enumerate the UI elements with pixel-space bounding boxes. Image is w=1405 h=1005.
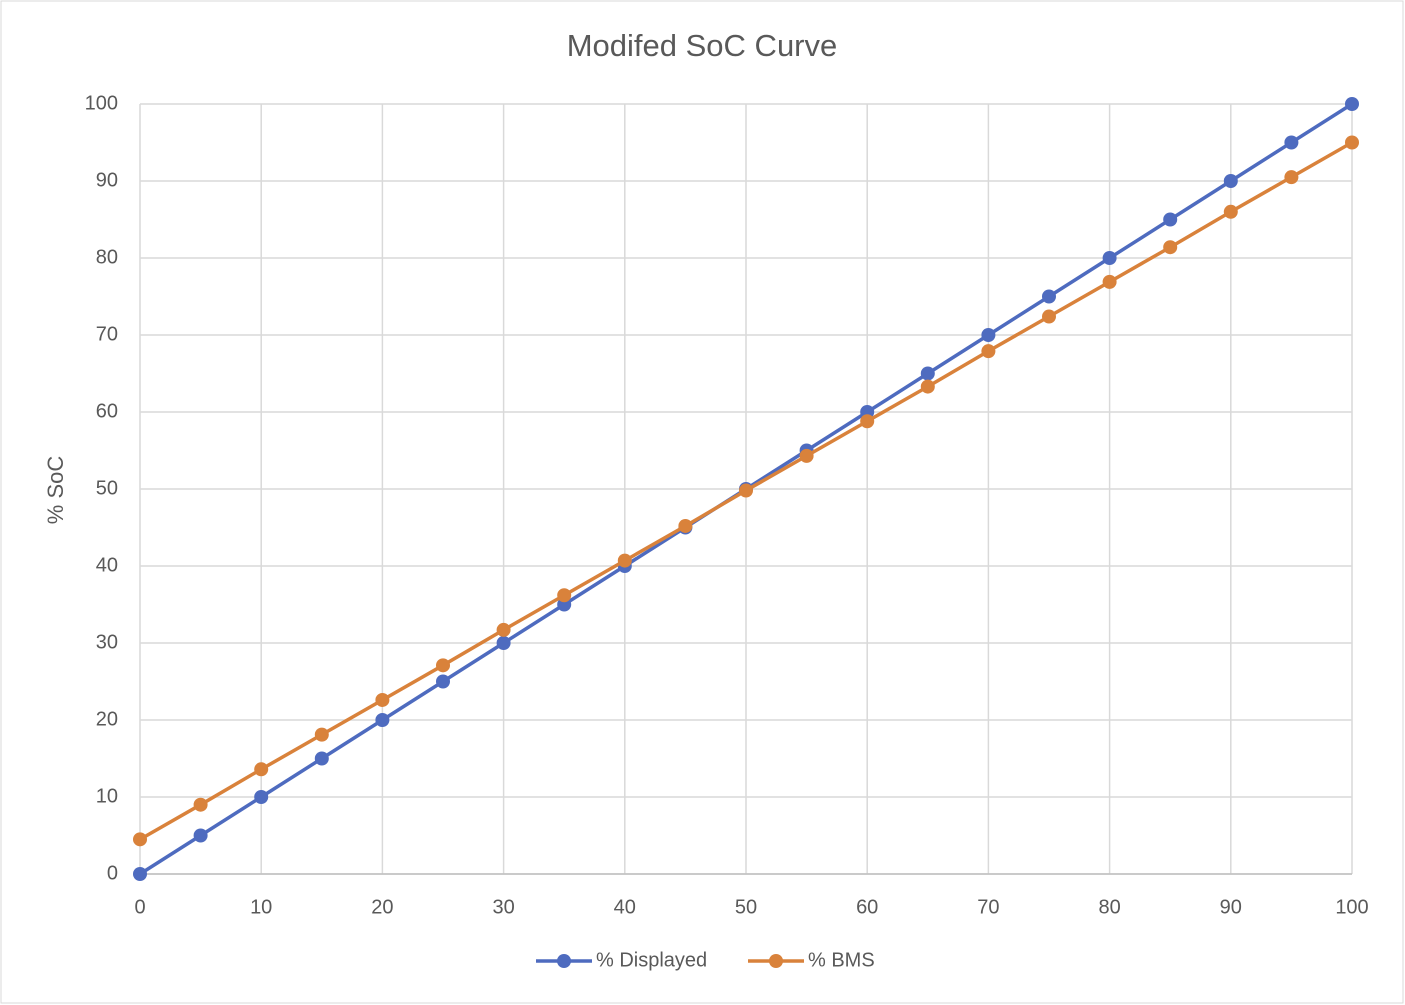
legend-marker <box>769 954 783 968</box>
data-point <box>739 483 753 498</box>
y-tick-label: 90 <box>96 169 118 191</box>
data-point <box>678 518 693 533</box>
y-tick-label: 30 <box>96 631 118 653</box>
data-point <box>1345 135 1359 150</box>
y-tick-label: 50 <box>96 477 118 499</box>
data-point <box>1284 170 1299 185</box>
x-tick-label: 30 <box>492 896 514 918</box>
chart-title: Modifed SoC Curve <box>567 28 838 63</box>
x-tick-label: 0 <box>134 896 145 918</box>
data-point <box>133 832 147 847</box>
x-tick-label: 50 <box>735 896 757 918</box>
data-point <box>1345 97 1359 111</box>
data-point <box>1223 174 1238 188</box>
data-point <box>1163 240 1178 255</box>
data-point <box>496 636 511 650</box>
data-point <box>1284 135 1299 150</box>
y-tick-label: 0 <box>107 862 118 884</box>
x-tick-label: 90 <box>1220 896 1242 918</box>
data-point <box>254 762 269 777</box>
data-point <box>557 588 572 603</box>
x-tick-label: 10 <box>250 896 272 918</box>
y-tick-label: 20 <box>96 708 118 730</box>
legend-marker <box>557 954 571 968</box>
data-point <box>1223 204 1238 219</box>
data-point <box>375 692 390 707</box>
y-axis-label: % SoC <box>43 456 68 525</box>
y-tick-label: 60 <box>96 400 118 422</box>
data-point <box>436 658 450 673</box>
data-point <box>860 414 875 429</box>
x-tick-label: 20 <box>371 896 393 918</box>
data-point <box>314 727 329 742</box>
y-tick-label: 70 <box>96 323 118 345</box>
data-point <box>1102 251 1117 265</box>
legend-label: % Displayed <box>596 949 707 971</box>
x-tick-label: 70 <box>977 896 999 918</box>
data-point <box>981 344 996 359</box>
data-point <box>193 797 208 812</box>
legend-label: % BMS <box>808 949 875 971</box>
x-tick-label: 60 <box>856 896 878 918</box>
y-tick-label: 40 <box>96 554 118 576</box>
data-point <box>920 366 935 381</box>
data-point <box>799 448 814 463</box>
x-tick-label: 40 <box>614 896 636 918</box>
data-point <box>981 328 996 342</box>
data-point <box>920 379 935 394</box>
y-tick-label: 80 <box>96 246 118 268</box>
data-point <box>1163 212 1178 227</box>
data-point <box>254 790 269 804</box>
y-tick-label: 100 <box>85 92 118 114</box>
data-point <box>1042 309 1056 324</box>
data-point <box>496 622 511 637</box>
data-point <box>314 751 329 766</box>
y-tick-label: 10 <box>96 785 118 807</box>
x-tick-label: 100 <box>1335 896 1368 918</box>
data-point <box>375 713 390 727</box>
x-tick-label: 80 <box>1098 896 1120 918</box>
data-point <box>617 553 632 568</box>
data-point <box>133 867 147 881</box>
data-point <box>193 828 208 843</box>
data-point <box>1042 289 1056 304</box>
data-point <box>1102 274 1117 289</box>
data-point <box>436 674 450 689</box>
